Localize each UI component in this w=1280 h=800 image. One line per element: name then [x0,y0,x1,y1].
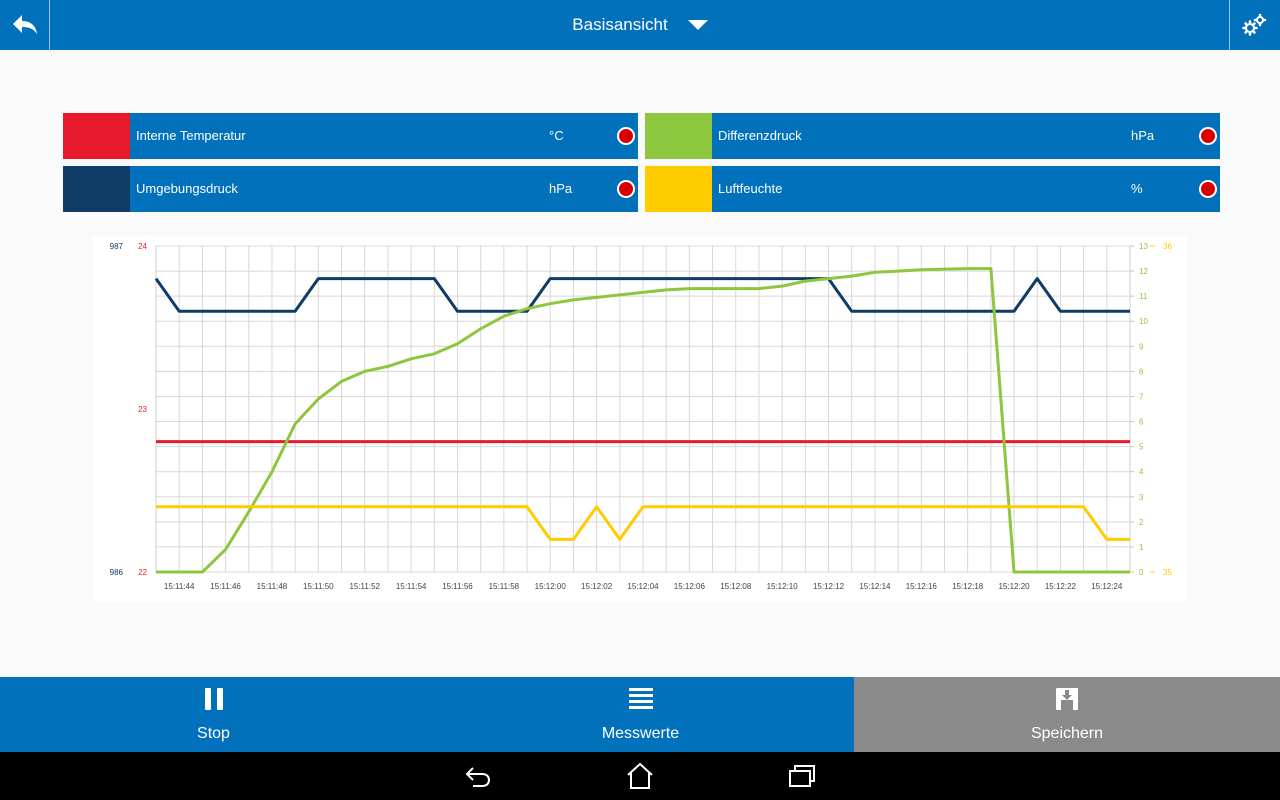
x-tick-label: 15:11:52 [349,582,380,591]
speichern-label: Speichern [1030,725,1104,742]
y-tick-label-differenzdruck: 6 [1139,418,1144,427]
x-tick-label: 15:12:12 [813,582,845,591]
nav-home-button[interactable] [620,760,660,792]
stop-button[interactable]: Stop [0,677,427,752]
save-icon [1056,688,1078,710]
channel-tile-interne-temperatur[interactable]: Interne Temperatur °C [63,113,638,159]
y-tick-label-differenzdruck: 8 [1139,367,1144,376]
status-dot-icon [617,127,635,145]
y-tick-label-differenzdruck: 12 [1139,267,1148,276]
stop-label: Stop [197,725,230,742]
y-tick-label-umgebungsdruck: 986 [110,568,124,577]
y-tick-label-temperatur: 23 [138,405,147,414]
channel-name: Umgebungsdruck [136,181,238,196]
x-tick-label: 15:11:44 [164,582,195,591]
nav-home-icon [627,762,653,789]
channel-unit: hPa [1131,128,1155,143]
system-nav-bar [0,752,1280,800]
y-tick-label-differenzdruck: 5 [1139,443,1144,452]
channel-tile-umgebungsdruck[interactable]: Umgebungsdruck hPa [63,166,638,212]
y-tick-label-temperatur: 24 [138,242,147,251]
x-tick-label: 15:12:22 [1045,582,1077,591]
channel-unit: % [1131,181,1143,196]
channel-name: Interne Temperatur [136,128,246,143]
series-line-luftfeuchte [156,505,1130,541]
list-icon [628,688,653,709]
gears-icon [1242,13,1267,36]
channel-color-swatch [645,113,712,159]
x-tick-label: 15:12:06 [674,582,706,591]
channel-color-swatch [645,166,712,212]
speichern-button[interactable]: Speichern [854,677,1280,752]
y-tick-label-differenzdruck: 0 [1139,568,1144,577]
status-dot-icon [1199,127,1217,145]
channel-name: Differenzdruck [718,128,802,143]
channel-tile-differenzdruck[interactable]: Differenzdruck hPa [645,113,1220,159]
status-dot-icon [617,180,635,198]
y-tick-label-luftfeuchte: 35 [1163,568,1172,577]
triangle-down-icon [687,20,708,30]
y-tick-label-differenzdruck: 3 [1139,493,1144,502]
line-chart[interactable]: 987986242322131211109876543210363515:11:… [93,236,1187,602]
y-tick-label-temperatur: 22 [138,568,147,577]
channel-name: Luftfeuchte [718,181,783,196]
y-tick-label-differenzdruck: 13 [1139,242,1148,251]
x-tick-label: 15:12:00 [535,582,567,591]
x-tick-label: 15:11:58 [489,582,520,591]
y-tick-label-differenzdruck: 2 [1139,518,1144,527]
series-line-differenzdruck [156,267,1130,574]
back-arrow-icon [12,15,37,34]
x-tick-label: 15:12:14 [859,582,891,591]
messwerte-button[interactable]: Messwerte [427,677,854,752]
messwerte-label: Messwerte [601,725,680,742]
series-line-umgebungsdruck [154,277,1130,313]
x-tick-label: 15:12:02 [581,582,613,591]
x-tick-label: 15:12:16 [906,582,938,591]
nav-recents-button[interactable] [782,760,822,792]
x-tick-label: 15:12:18 [952,582,984,591]
nav-back-button[interactable] [458,760,498,792]
x-tick-label: 15:11:48 [257,582,288,591]
settings-button[interactable] [1229,0,1280,50]
x-tick-label: 15:11:46 [210,582,241,591]
x-tick-label: 15:12:24 [1091,582,1123,591]
channel-tile-luftfeuchte[interactable]: Luftfeuchte % [645,166,1220,212]
y-tick-label-differenzdruck: 9 [1139,342,1144,351]
x-tick-label: 15:12:10 [767,582,799,591]
y-tick-label-differenzdruck: 11 [1139,292,1148,301]
x-tick-label: 15:12:04 [627,582,659,591]
x-tick-label: 15:11:50 [303,582,334,591]
y-tick-label-differenzdruck: 4 [1139,468,1144,477]
y-tick-label-luftfeuchte: 36 [1163,242,1172,251]
nav-recents-icon [789,765,815,787]
pause-icon [204,688,223,710]
chart-panel[interactable]: 987 986 24 23 22 13 12 11 10 9 8 7 6 5 4 3 2 1 0 36 35 15:11:… [93,236,1187,602]
back-button[interactable] [0,0,50,50]
channel-unit: °C [549,128,564,143]
channel-color-swatch [63,166,130,212]
view-dropdown[interactable]: Basisansicht [540,0,740,50]
top-bar: Basisansicht [0,0,1280,50]
status-dot-icon [1199,180,1217,198]
y-tick-label-umgebungsdruck: 987 [110,242,124,251]
x-tick-label: 15:12:20 [998,582,1030,591]
x-tick-label: 15:11:54 [396,582,427,591]
page-title: Basisansicht [572,15,668,34]
channel-unit: hPa [549,181,573,196]
y-tick-label-differenzdruck: 10 [1139,317,1148,326]
channel-color-swatch [63,113,130,159]
x-tick-label: 15:12:08 [720,582,752,591]
x-tick-label: 15:11:56 [442,582,473,591]
bottom-action-bar: Stop Messwerte Speichern [0,677,1280,752]
y-tick-label-differenzdruck: 7 [1139,392,1144,401]
y-tick-label-differenzdruck: 1 [1139,543,1144,552]
nav-back-icon [465,767,491,787]
